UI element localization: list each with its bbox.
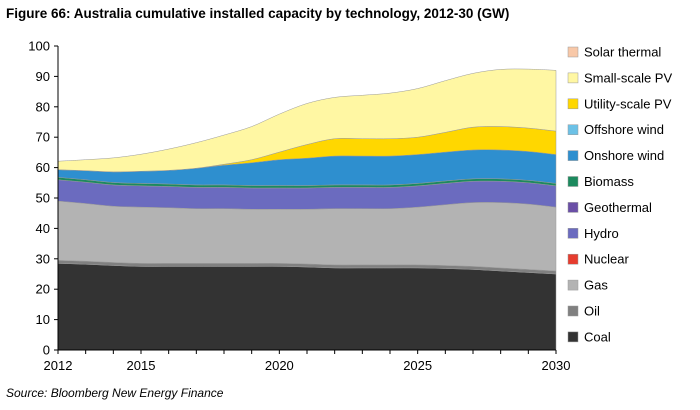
y-tick-label: 60: [36, 160, 50, 175]
legend-swatch-biomass: [567, 176, 579, 187]
area-small-scale-pv: [57, 68, 557, 173]
legend-label-gas: Gas: [584, 278, 608, 293]
y-tick-label: 50: [36, 191, 50, 206]
legend-label-nuclear: Nuclear: [584, 252, 629, 267]
legend-label-utility-scale-pv: Utility-scale PV: [584, 96, 672, 111]
legend-swatch-utility-scale-pv: [567, 98, 579, 110]
legend-swatch-coal: [567, 331, 579, 343]
y-tick-label: 0: [43, 343, 50, 358]
x-tick-label: 2020: [265, 358, 294, 373]
y-tick-label: 20: [36, 282, 50, 297]
chart-title: Figure 66: Australia cumulative installe…: [6, 6, 510, 21]
y-tick-label: 90: [36, 69, 50, 84]
source-note: Source: Bloomberg New Energy Finance: [6, 386, 224, 400]
legend-label-small-scale-pv: Small-scale PV: [584, 70, 672, 85]
legend-label-oil: Oil: [584, 304, 600, 319]
y-tick-label: 30: [36, 251, 50, 266]
x-tick-label: 2012: [44, 358, 73, 373]
legend-swatch-nuclear: [567, 253, 579, 265]
legend: Solar thermal Small-scale PV Utility-scale…: [567, 45, 672, 344]
y-tick-label: 100: [28, 39, 50, 54]
legend-swatch-small-scale-pv: [567, 72, 579, 84]
area-coal: [57, 263, 557, 351]
legend-swatch-hydro: [567, 228, 579, 239]
legend-label-hydro: Hydro: [584, 226, 619, 241]
legend-label-solar-thermal: Solar thermal: [584, 45, 661, 60]
y-tick-label: 40: [36, 221, 50, 236]
legend-label-offshore-wind: Offshore wind: [584, 122, 664, 137]
legend-swatch-oil: [567, 305, 579, 317]
legend-label-onshore-wind: Onshore wind: [584, 148, 664, 163]
legend-label-biomass: Biomass: [584, 174, 634, 189]
legend-swatch-gas: [567, 279, 579, 291]
legend-label-coal: Coal: [584, 329, 611, 344]
area-layer: [57, 68, 557, 351]
legend-swatch-geothermal: [567, 202, 579, 213]
y-tick-label: 10: [36, 312, 50, 327]
legend-swatch-solar-thermal: [567, 46, 579, 58]
legend-label-geothermal: Geothermal: [584, 200, 652, 215]
legend-swatch-offshore-wind: [567, 124, 579, 135]
x-tick-label: 2025: [403, 358, 432, 373]
legend-swatch-onshore-wind: [567, 150, 579, 161]
y-tick-label: 70: [36, 130, 50, 145]
x-tick-label: 2015: [127, 358, 156, 373]
area-gas: [57, 200, 557, 272]
x-tick-label: 2030: [542, 358, 571, 373]
y-tick-label: 80: [36, 99, 50, 114]
